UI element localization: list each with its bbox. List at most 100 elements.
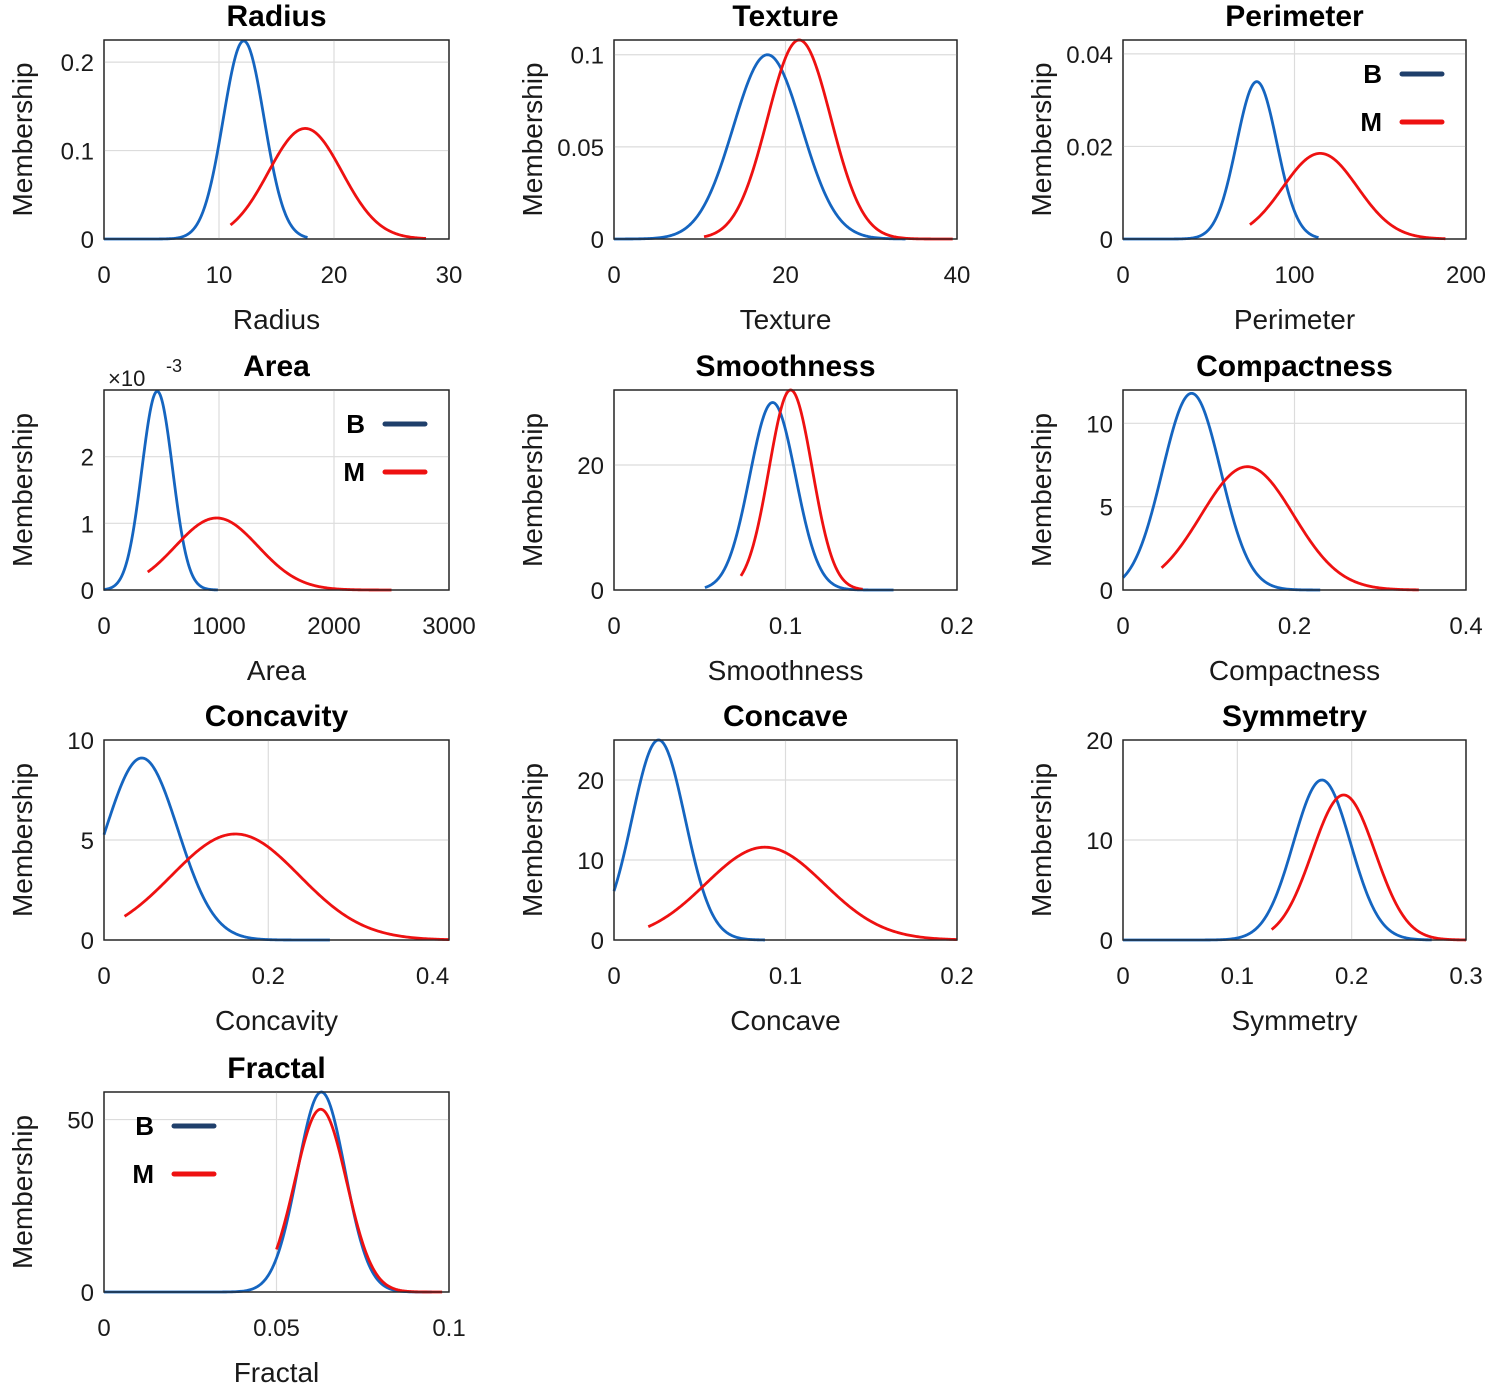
subplot-texture: 0 20 40 0 0.05 0.1 Texture Texture Membership: [517, 0, 970, 335]
x-tick-label: 0: [1116, 613, 1129, 640]
series-b-curve: [613, 53, 906, 241]
x-axis-label: Concave: [730, 1005, 841, 1036]
x-tick-label: 200: [1446, 262, 1486, 289]
plot-area: [103, 39, 450, 240]
series-m-curve: [647, 845, 958, 941]
legend-label-m: M: [343, 457, 365, 487]
y-tick-label: 0.2: [61, 50, 94, 77]
x-tick-label: 0.2: [1278, 613, 1311, 640]
chart-title: Fractal: [227, 1052, 325, 1085]
series-m-curve: [123, 832, 450, 941]
y-tick-label: 0: [591, 928, 604, 955]
y-axis-label: Membership: [1026, 62, 1057, 216]
x-tick-label: 0: [97, 963, 110, 990]
x-axis-label: Smoothness: [708, 655, 864, 686]
x-tick-label: 0.1: [769, 613, 802, 640]
subplot-compactness: 0 0.2 0.4 0 5 10 Compactness Compactness Members…: [1026, 350, 1483, 686]
chart-title: Smoothness: [695, 350, 875, 383]
x-axis-label: Compactness: [1209, 655, 1380, 686]
x-tick-label: 0: [97, 1315, 110, 1342]
x-axis-label: Fractal: [234, 1357, 320, 1386]
legend: BM: [343, 409, 428, 487]
x-axis-label: Perimeter: [1234, 304, 1355, 335]
y-tick-label: 0.02: [1066, 134, 1113, 161]
y-tick-label: 10: [1086, 828, 1113, 855]
y-tick-label: 10: [67, 728, 94, 755]
x-tick-label: 0.1: [769, 963, 802, 990]
x-tick-label: 0.4: [1449, 613, 1482, 640]
y-tick-label: 2: [81, 445, 94, 472]
subplot-fractal: 0 0.05 0.1 0 50 Fractal Fractal Membership BM: [7, 1052, 466, 1386]
x-tick-label: 0.2: [1335, 963, 1368, 990]
x-tick-label: 3000: [422, 613, 475, 640]
y-tick-label: 20: [1086, 728, 1113, 755]
y-tick-label: 0: [81, 578, 94, 605]
x-tick-label: 0.2: [940, 613, 973, 640]
y-tick-label: 5: [81, 828, 94, 855]
subplot-symmetry: 0 0.1 0.2 0.3 0 10 20 Symmetry Symmetry Membershi…: [1026, 700, 1483, 1036]
y-tick-label: 0: [1100, 928, 1113, 955]
y-multiplier-exponent: -3: [166, 356, 182, 376]
y-tick-label: 0: [591, 578, 604, 605]
subplot-perimeter: 0 100 200 0 0.02 0.04 Perimeter Perimeter Member…: [1026, 0, 1486, 335]
chart-title: Texture: [732, 0, 838, 33]
y-axis-label: Membership: [517, 62, 548, 216]
subplot-concave: 0 0.1 0.2 0 10 20 Concave Concave Membership: [517, 700, 974, 1036]
y-tick-label: 0: [591, 227, 604, 254]
legend-label-m: M: [132, 1159, 154, 1189]
chart-title: Symmetry: [1222, 700, 1367, 733]
x-tick-label: 0.1: [432, 1315, 465, 1342]
x-tick-label: 1000: [192, 613, 245, 640]
y-tick-label: 0: [1100, 227, 1113, 254]
plot-area: [103, 389, 450, 591]
x-tick-label: 2000: [307, 613, 360, 640]
plot-border: [613, 39, 958, 240]
x-tick-label: 0: [607, 262, 620, 289]
plot-border: [1122, 389, 1467, 591]
legend-label-b: B: [1363, 59, 1382, 89]
series-m-curve: [1160, 465, 1420, 592]
plot-border: [103, 739, 450, 941]
y-tick-label: 10: [577, 848, 604, 875]
plot-border: [103, 1091, 450, 1293]
y-axis-label: Membership: [7, 763, 38, 917]
x-tick-label: 40: [944, 262, 971, 289]
subplot-smoothness: 0 0.1 0.2 0 20 Smoothness Smoothness Membership: [517, 350, 974, 686]
chart-title: Concavity: [205, 700, 349, 733]
x-tick-label: 0: [97, 613, 110, 640]
chart-title: Area: [243, 350, 310, 383]
x-tick-label: 30: [436, 262, 463, 289]
legend: BM: [1360, 59, 1445, 137]
subplot-area: 0 1000 2000 3000 0 1 2 Area Area Membership ×10 -3 B…: [7, 350, 476, 686]
legend-label-b: B: [346, 409, 365, 439]
y-tick-label: 0: [1100, 578, 1113, 605]
x-tick-label: 0: [607, 963, 620, 990]
y-tick-label: 1: [81, 511, 94, 538]
subplot-concavity: 0 0.2 0.4 0 5 10 Concavity Concavity Membership: [7, 700, 450, 1036]
chart-title: Compactness: [1196, 350, 1393, 383]
x-tick-label: 100: [1274, 262, 1314, 289]
legend-label-m: M: [1360, 107, 1382, 137]
y-tick-label: 0: [81, 227, 94, 254]
x-tick-label: 0.3: [1449, 963, 1482, 990]
y-tick-label: 50: [67, 1108, 94, 1135]
plot-border: [613, 389, 958, 591]
series-b-curve: [103, 389, 219, 592]
series-m-curve: [229, 127, 427, 240]
series-b-curve: [1121, 391, 1321, 592]
x-tick-label: 0.05: [253, 1315, 300, 1342]
y-tick-label: 10: [1086, 411, 1113, 438]
y-tick-label: 0.1: [571, 43, 604, 70]
series-m-curve: [739, 388, 864, 591]
plot-border: [103, 39, 450, 240]
x-tick-label: 0.1: [1221, 963, 1254, 990]
x-tick-label: 0: [97, 262, 110, 289]
y-tick-label: 0.1: [61, 139, 94, 166]
x-tick-label: 0: [1116, 262, 1129, 289]
y-axis-label: Membership: [517, 413, 548, 567]
y-axis-label: Membership: [517, 763, 548, 917]
x-axis-label: Symmetry: [1232, 1005, 1358, 1036]
x-axis-label: Radius: [233, 304, 320, 335]
x-tick-label: 10: [206, 262, 233, 289]
chart-title: Perimeter: [1225, 0, 1364, 33]
